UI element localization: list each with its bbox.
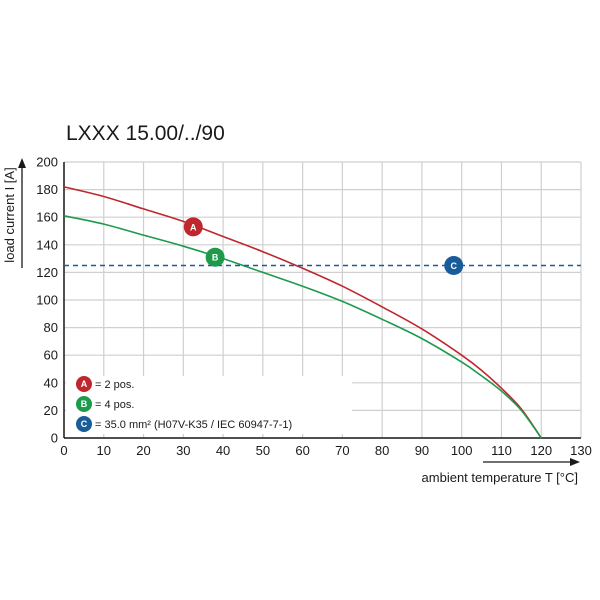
legend-entry-a: = 2 pos.	[95, 379, 134, 391]
series-marker-a	[183, 217, 203, 237]
grid	[63, 161, 582, 439]
legend-marker-letter: A	[81, 379, 88, 389]
x-tick-label: 110	[491, 443, 512, 458]
y-tick-label: 180	[36, 182, 58, 197]
y-tick-label: 200	[36, 155, 58, 170]
legend-marker-letter: C	[81, 419, 88, 429]
chart-title: LXXX 15.00/../90	[66, 122, 225, 145]
y-tick-label: 160	[36, 210, 58, 225]
x-tick-label: 70	[335, 443, 349, 458]
y-tick-label: 60	[44, 348, 58, 363]
x-axis-arrow-head	[570, 458, 580, 466]
axes	[18, 158, 581, 466]
x-tick-label: 120	[530, 443, 552, 458]
legend-marker-letter: B	[81, 399, 88, 409]
legend: A = 2 pos. B = 4 pos. C = 35.0 mm² (H07V-K35 …	[66, 376, 352, 434]
x-tick-label: 0	[60, 443, 67, 458]
tick-labels: 0 10 20 30 40 50 60 70 80 90 100 110 120 130 0 20 40 60 80…	[36, 155, 592, 459]
y-axis-arrow-head	[18, 158, 26, 168]
y-tick-label: 120	[36, 265, 58, 280]
series-lines	[63, 186, 581, 439]
x-tick-label: 90	[415, 443, 429, 458]
series-marker-c	[444, 256, 464, 275]
y-tick-label: 40	[44, 375, 58, 390]
legend-marker-c	[76, 416, 92, 432]
series-marker-letter: C	[450, 261, 457, 271]
y-tick-label: 0	[51, 431, 58, 446]
x-tick-label: 130	[570, 443, 592, 458]
x-tick-label: 30	[176, 443, 190, 458]
x-tick-label: 10	[97, 443, 111, 458]
x-tick-label: 40	[216, 443, 230, 458]
x-tick-label: 60	[295, 443, 309, 458]
x-tick-label: 20	[136, 443, 150, 458]
x-tick-label: 80	[375, 443, 389, 458]
y-tick-label: 100	[36, 293, 58, 308]
x-tick-label: 50	[256, 443, 270, 458]
legend-marker-a	[76, 376, 92, 392]
y-tick-label: 20	[44, 403, 58, 418]
series-markers: A B C	[183, 217, 464, 275]
series-marker-b	[205, 247, 225, 267]
series-line-a	[63, 186, 542, 439]
y-tick-label: 140	[36, 237, 58, 252]
legend-entry-c: = 35.0 mm² (H07V-K35 / IEC 60947-7-1)	[95, 419, 292, 431]
series-line-b	[63, 215, 542, 439]
x-tick-label: 100	[451, 443, 473, 458]
y-tick-label: 80	[44, 320, 58, 335]
legend-box	[66, 376, 352, 434]
legend-entry-b: = 4 pos.	[95, 399, 134, 411]
series-marker-letter: B	[212, 253, 219, 263]
series-marker-letter: A	[190, 222, 197, 232]
y-axis-label: load current I [A]	[2, 167, 17, 262]
x-axis-label: ambient temperature T [°C]	[422, 470, 578, 485]
legend-marker-b	[76, 396, 92, 412]
